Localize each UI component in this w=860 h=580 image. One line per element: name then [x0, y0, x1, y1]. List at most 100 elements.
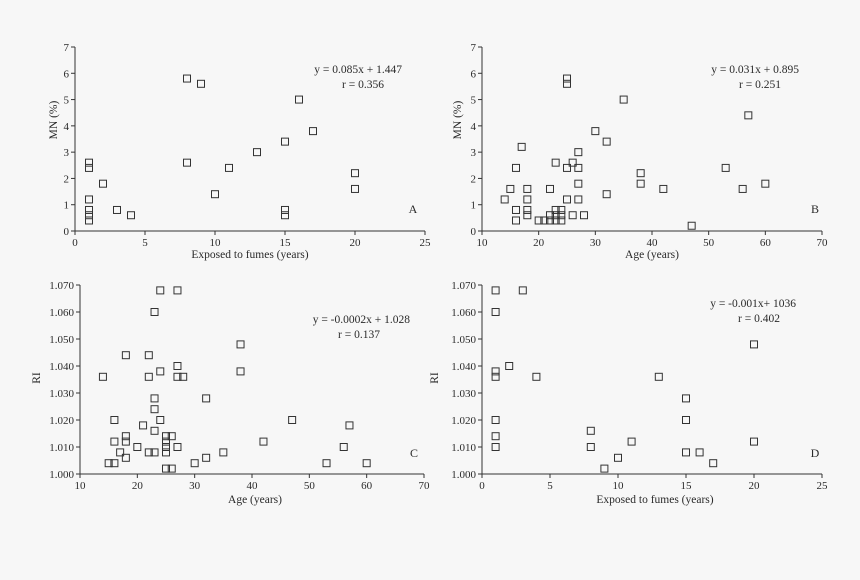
panel-c-equation: y = -0.0002x + 1.028: [313, 314, 411, 326]
panel-a-y-tick-label: 5: [64, 95, 70, 107]
panel-c-data-point: [121, 351, 130, 360]
panel-a-data-point: [85, 195, 93, 204]
panel-c-data-point: [162, 443, 170, 451]
panel-a-y-tick-label: 7: [64, 42, 70, 54]
panel-b-data-point: [512, 163, 520, 172]
panel-b-y-tick-label: 0: [471, 226, 477, 238]
panel-c-x-tick-label: 10: [75, 480, 87, 492]
panel-c-letter: C: [410, 446, 418, 460]
panel-b-data-point: [659, 184, 668, 193]
panel-b-data-point: [523, 211, 532, 220]
panel-b-data-point: [523, 195, 532, 204]
panel-b-x-tick-label: 60: [760, 237, 772, 249]
panel-d-data-point: [491, 443, 500, 451]
panel-c-data-point: [98, 372, 107, 381]
panel-d-x-tick-label: 10: [613, 480, 625, 492]
panel-a-x-axis-label: Exposed to fumes (years): [191, 249, 308, 261]
panel-c-data-point: [150, 405, 159, 414]
panel-c-x-tick-label: 60: [361, 480, 373, 492]
panel-b-data-point: [602, 190, 611, 199]
panel-c-data-point: [236, 367, 245, 376]
panel-a-data-point: [113, 205, 121, 214]
panel-b-data-point: [546, 184, 554, 193]
panel-c-data-point: [139, 421, 148, 430]
panel-d-y-tick-label: 1.000: [451, 469, 476, 481]
panel-a-data-point: [85, 205, 93, 214]
panel-d-x-axis-label: Exposed to fumes (years): [596, 494, 713, 506]
panel-b-data-point: [563, 79, 571, 88]
panel-d-x-tick-label: 0: [479, 480, 485, 492]
panel-b-data-point: [761, 179, 770, 188]
panel-b-y-axis-label: MN (%): [452, 101, 464, 140]
panel-b-data-point: [687, 221, 696, 230]
panel-d-data-point: [654, 372, 663, 381]
panel-c-y-tick-label: 1.060: [49, 307, 74, 319]
panel-d-data-point: [750, 340, 758, 349]
panel-a-data-point: [85, 158, 93, 167]
panel-b-data-point: [557, 205, 566, 214]
panel-c-r-value: r = 0.137: [338, 329, 380, 341]
panel-d-data-point: [682, 394, 690, 403]
panel-a-x-tick-label: 20: [350, 237, 362, 249]
panel-c-data-point: [156, 416, 165, 424]
panel-b-data-point: [563, 163, 571, 172]
panel-c-y-tick-label: 1.030: [49, 388, 74, 400]
panel-a-x-tick-label: 5: [142, 237, 148, 249]
panel-a-data-point: [211, 190, 219, 199]
panel-b-data-point: [568, 158, 577, 167]
panel-c-x-tick-label: 70: [419, 480, 431, 492]
panel-c-data-point: [110, 437, 119, 446]
panel-a-data-point: [127, 211, 135, 220]
panel-c-data-point: [167, 464, 176, 473]
panel-b-equation: y = 0.031x + 0.895: [711, 64, 799, 76]
panel-b-data-point: [591, 127, 600, 136]
panel-b-y-tick-label: 3: [471, 147, 477, 159]
panel-a-x-tick-label: 0: [72, 237, 78, 249]
panel-b-y-tick-label: 4: [471, 121, 477, 133]
panel-c-x-tick-label: 30: [189, 480, 201, 492]
panel-a-data-point: [309, 127, 317, 136]
panel-c-data-point: [322, 459, 331, 468]
panel-c-data-point: [202, 394, 211, 403]
panel-c-data-point: [259, 437, 268, 446]
panel-b-x-tick-label: 40: [647, 237, 659, 249]
panel-d-data-point: [505, 362, 514, 370]
panel-d-y-tick-label: 1.050: [451, 334, 476, 346]
panel-b: 0 1 2 3 4 5 6 7 10 20 30 40 50 60 70 y = 0.031x + 0.89…: [452, 42, 828, 261]
panel-b-data-point: [636, 169, 645, 178]
panel-b-data-point: [557, 216, 566, 225]
panel-c-data-point: [173, 443, 182, 451]
panel-c-data-point: [110, 459, 119, 468]
panel-d-data-point: [491, 372, 500, 381]
panel-b-y-tick-label: 7: [471, 42, 477, 54]
panel-a-y-tick-label: 6: [64, 68, 70, 80]
panel-d-data-point: [491, 416, 500, 424]
panel-b-data-point: [551, 216, 560, 225]
panel-b-data-point: [500, 195, 509, 204]
panel-c-data-point: [162, 437, 170, 446]
panel-b-data-point: [551, 205, 560, 214]
panel-d-data-point: [627, 437, 636, 446]
panel-c-data-point: [150, 394, 159, 403]
panel-b-y-tick-label: 1: [471, 200, 477, 212]
panel-d-data-point: [491, 367, 500, 376]
panel-b-x-tick-label: 70: [817, 237, 829, 249]
panel-d-data-point: [586, 426, 595, 435]
panel-a-data-point: [281, 137, 289, 146]
panel-c-data-point: [144, 448, 153, 457]
panel-a-data-point: [85, 216, 93, 225]
panel-c-y-tick-label: 1.020: [49, 415, 74, 427]
panel-d-x-tick-label: 15: [681, 480, 693, 492]
panel-b-data-point: [506, 184, 515, 193]
panel-c-data-point: [362, 459, 371, 468]
panel-b-r-value: r = 0.251: [739, 79, 781, 91]
panel-c-data-point: [133, 443, 142, 451]
panel-c-data-point: [121, 453, 130, 462]
panel-c: 1.000 1.010 1.020 1.030 1.040 1.050 1.060 1.070…: [31, 280, 430, 506]
panel-c-data-point: [162, 464, 170, 473]
panel-b-data-point: [738, 184, 747, 193]
panel-c-data-point: [173, 286, 182, 295]
panel-d-data-point: [682, 448, 690, 457]
panel-b-y-tick-label: 6: [471, 68, 477, 80]
panel-c-data-point: [144, 372, 153, 381]
